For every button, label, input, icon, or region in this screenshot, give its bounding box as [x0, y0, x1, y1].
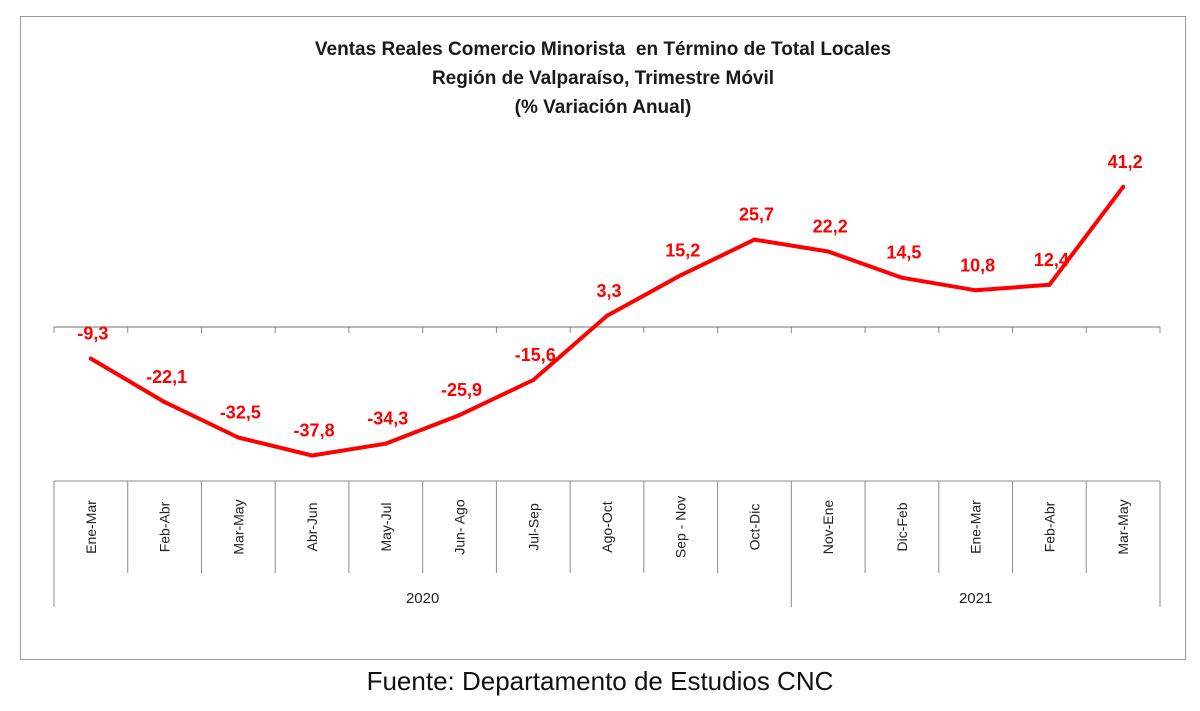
- data-label: 14,5: [886, 243, 921, 263]
- data-point: [752, 237, 757, 242]
- data-label: -15,6: [515, 345, 556, 365]
- x-tick-label: Jun- Ago: [452, 499, 468, 554]
- data-label: -34,3: [367, 409, 408, 429]
- x-tick-label: Mar-May: [1115, 499, 1131, 554]
- data-point: [162, 400, 167, 405]
- x-tick-label: Ago-Oct: [599, 501, 615, 552]
- data-point: [236, 435, 241, 440]
- year-label: 2021: [959, 590, 992, 607]
- chart-title-line-3: (% Variación Anual): [514, 97, 692, 118]
- chart-title-line-2: Región de Valparaíso, Trimestre Móvil: [431, 68, 775, 89]
- x-tick-label: Oct-Dic: [746, 504, 762, 551]
- data-point: [826, 249, 831, 254]
- x-tick-label: May-Jul: [378, 502, 394, 551]
- data-point: [1121, 184, 1126, 189]
- data-label: 22,2: [813, 217, 848, 237]
- data-label: 3,3: [596, 281, 621, 301]
- data-label: 10,8: [960, 255, 995, 275]
- data-point: [531, 378, 536, 383]
- x-tick-label: Jul-Sep: [525, 503, 541, 551]
- chart-title: Ventas Reales Comercio Minorista en Térm…: [21, 35, 1185, 122]
- chart-frame: Ventas Reales Comercio Minorista en Térm…: [20, 16, 1186, 660]
- data-point: [973, 288, 978, 293]
- x-tick-label: Abr-Jun: [304, 502, 320, 551]
- chart-title-line-1: Ventas Reales Comercio Minorista en Térm…: [314, 39, 892, 60]
- year-label: 2020: [406, 590, 439, 607]
- x-tick-label: Ene-Mar: [968, 500, 984, 554]
- data-point: [1047, 282, 1052, 287]
- data-label: 25,7: [739, 205, 774, 225]
- x-tick-label: Sep - Nov: [673, 496, 689, 558]
- source-note: Fuente: Departamento de Estudios CNC: [366, 666, 834, 696]
- data-label: -32,5: [220, 403, 261, 423]
- data-label: 15,2: [665, 240, 700, 260]
- data-label: 41,2: [1108, 152, 1143, 172]
- data-point: [605, 313, 609, 318]
- data-label: -22,1: [146, 367, 187, 387]
- x-tick-label: Dic-Feb: [894, 502, 910, 551]
- x-tick-label: Feb-Abr: [157, 501, 173, 552]
- data-label: 12,4: [1034, 250, 1069, 270]
- x-tick-label: Feb-Abr: [1041, 501, 1057, 552]
- data-point: [899, 275, 904, 280]
- x-tick-label: Mar-May: [230, 499, 246, 554]
- data-point: [457, 413, 462, 418]
- data-point: [310, 453, 315, 458]
- data-label: -25,9: [441, 380, 482, 400]
- data-point: [678, 273, 683, 278]
- data-label: -9,3: [77, 324, 108, 344]
- x-tick-label: Ene-Mar: [83, 500, 99, 554]
- data-label: -37,8: [294, 421, 335, 441]
- data-point: [88, 356, 93, 361]
- x-tick-label: Nov-Ene: [820, 500, 836, 555]
- data-point: [383, 441, 388, 446]
